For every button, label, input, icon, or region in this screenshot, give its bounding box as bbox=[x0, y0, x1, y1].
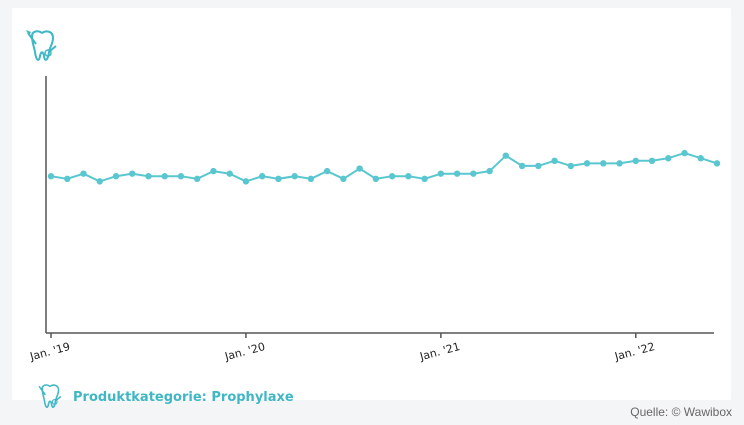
data-point bbox=[502, 152, 510, 159]
data-point bbox=[567, 162, 575, 170]
tooth-brush-icon bbox=[26, 30, 57, 61]
line-chart: Jan. '19 Jan. '20 Jan. '21 Jan. '22 bbox=[26, 30, 721, 363]
data-point bbox=[421, 175, 428, 182]
data-point bbox=[226, 170, 233, 177]
data-point bbox=[470, 170, 477, 177]
data-point bbox=[323, 167, 331, 175]
data-point bbox=[665, 155, 672, 162]
x-tick-label: Jan. '21 bbox=[418, 340, 462, 363]
data-point bbox=[405, 173, 412, 180]
x-tick-label: Jan. '19 bbox=[28, 340, 72, 363]
x-tick-label: Jan. '20 bbox=[223, 340, 267, 363]
x-tick-label: Jan. '22 bbox=[612, 340, 656, 363]
data-point bbox=[275, 175, 282, 182]
data-point bbox=[372, 175, 380, 182]
data-point bbox=[388, 173, 396, 180]
data-point bbox=[486, 167, 493, 175]
data-point bbox=[453, 170, 461, 177]
data-point bbox=[713, 160, 721, 167]
data-point bbox=[356, 165, 363, 172]
data-point bbox=[307, 175, 315, 182]
data-point bbox=[129, 170, 136, 177]
data-point bbox=[242, 178, 250, 185]
source-label: Quelle: © Wawibox bbox=[630, 405, 732, 419]
data-point bbox=[551, 157, 558, 165]
data-point bbox=[145, 173, 152, 180]
data-point bbox=[210, 167, 217, 175]
data-point bbox=[648, 157, 656, 165]
data-point bbox=[632, 157, 639, 165]
data-point bbox=[616, 160, 623, 167]
data-point bbox=[697, 155, 704, 162]
data-point bbox=[193, 175, 201, 182]
data-point bbox=[681, 149, 688, 157]
data-point bbox=[437, 170, 445, 177]
data-point bbox=[291, 173, 298, 180]
data-point bbox=[600, 160, 607, 167]
tooth-brush-icon bbox=[36, 384, 64, 417]
data-point bbox=[64, 175, 71, 182]
data-point bbox=[583, 160, 591, 167]
data-point bbox=[80, 170, 87, 177]
data-point bbox=[340, 175, 347, 182]
data-point bbox=[112, 173, 120, 180]
data-point bbox=[535, 162, 542, 170]
data-point bbox=[177, 173, 185, 180]
chart-card: Jan. '19 Jan. '20 Jan. '21 Jan. '22 bbox=[12, 8, 731, 400]
data-point bbox=[258, 173, 266, 180]
data-point bbox=[96, 178, 103, 185]
category-label: Produktkategorie: Prophylaxe bbox=[73, 390, 294, 405]
data-point bbox=[47, 173, 55, 180]
data-point bbox=[518, 162, 526, 170]
data-point bbox=[161, 173, 168, 180]
